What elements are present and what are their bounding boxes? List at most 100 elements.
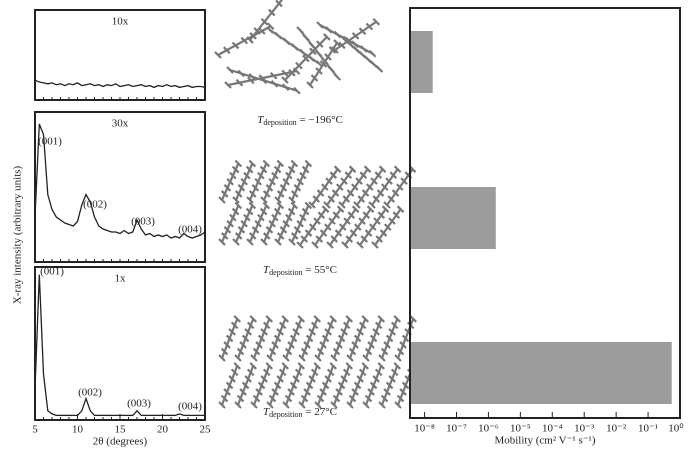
panel-frame (409, 7, 681, 419)
molecule-ring (315, 235, 324, 243)
molecule-ring (381, 205, 390, 213)
molecule-ring (377, 362, 385, 370)
x-tick-label: 10⁰ (668, 423, 684, 435)
molecule-ring (246, 368, 255, 377)
label-part: deposition (269, 268, 302, 277)
molecule-ring (257, 213, 265, 222)
molecule-ring (260, 17, 269, 26)
molecule-ring (250, 401, 258, 409)
molecule-ring (293, 86, 301, 95)
peak-label: (001) (40, 266, 64, 278)
molecule-ring (266, 22, 275, 31)
molecule-ring (303, 388, 311, 396)
molecule-ring (374, 171, 383, 179)
molecule-ring (282, 219, 290, 228)
molecule-ring (251, 184, 260, 192)
molecule-ring (385, 381, 394, 390)
molecule-ring (310, 321, 319, 330)
molecule-ring (314, 49, 323, 58)
molecule-ring (383, 388, 391, 396)
molecule-ring (330, 401, 338, 409)
molecule-ring (323, 33, 331, 41)
molecule-ring (249, 362, 257, 370)
molecule-ring (262, 368, 271, 377)
molecule-ring (358, 217, 366, 225)
molecule-ring (282, 37, 291, 46)
molecule-ring (327, 195, 336, 203)
molecule-ring (336, 183, 344, 191)
molecule-ring (338, 201, 346, 209)
molecule-ring (388, 328, 396, 336)
x-tick-label: 20 (157, 424, 169, 436)
molecule-ring (409, 315, 417, 323)
x-tick-label: 10⁻³ (574, 423, 595, 435)
molecule-ring (321, 381, 330, 390)
molecule-ring (237, 69, 245, 78)
molecule-ring (226, 66, 234, 74)
molecule-ring (300, 347, 309, 356)
molecule-ring (333, 39, 341, 47)
molecule-ring (294, 368, 303, 377)
molecule-ring (332, 211, 341, 219)
molecule-ring (274, 31, 283, 40)
molecule-ring (340, 375, 348, 383)
x-tick-label: 10⁻¹ (638, 423, 658, 435)
molecule-ring (235, 78, 244, 87)
molecule-ring (296, 26, 304, 34)
molecule-ring (316, 189, 325, 197)
molecule-ring (373, 217, 381, 225)
molecule-ring (375, 65, 384, 73)
molecule-ring (346, 189, 355, 197)
molecule-ring (222, 46, 231, 54)
molecule-ring (310, 368, 319, 377)
molecule-ring (316, 40, 324, 48)
molecule-ring (220, 394, 229, 403)
molecule-ring (262, 201, 271, 210)
molecule-ring (365, 22, 374, 31)
molecule-ring (229, 213, 237, 222)
molecule-ring (323, 201, 331, 209)
peak-label: (002) (83, 199, 107, 211)
molecule-ring (384, 223, 392, 231)
molecule-ring (275, 0, 283, 8)
molecule-ring (324, 26, 333, 34)
molecule-ring (233, 315, 241, 323)
molecule-ring (314, 354, 322, 362)
molecule-ring (220, 347, 229, 356)
molecule-ring (328, 46, 337, 54)
molecule-ring (276, 190, 285, 198)
molecule-ring (358, 27, 367, 35)
molecule-ring (300, 394, 309, 403)
molecule-ring (391, 189, 400, 197)
molecule-ring (250, 354, 258, 362)
molecule-ring (396, 347, 405, 356)
molecule-ring (271, 171, 279, 180)
molecule-ring (246, 36, 254, 44)
molecule-ring (284, 394, 293, 403)
molecule-ring (381, 183, 389, 191)
molecule-ring (399, 388, 407, 396)
molecule-ring (372, 195, 381, 203)
molecule-ring (360, 45, 368, 53)
molecule-ring (337, 381, 346, 390)
molecule-ring (326, 368, 335, 377)
molecule-ring (281, 315, 289, 323)
molecule-ring (265, 315, 273, 323)
molecule-ring (345, 362, 353, 370)
molecule-ring (374, 368, 383, 377)
molecule-ring (396, 394, 405, 403)
molecule-ring (228, 375, 236, 383)
molecule-ring (329, 315, 337, 323)
molecule-ring (224, 81, 232, 89)
molecule-ring (262, 190, 271, 198)
x-axis-label: 2θ (degrees) (93, 436, 148, 448)
label-part: deposition (269, 410, 302, 419)
molecule-ring (220, 232, 229, 240)
molecule-ring (309, 223, 317, 231)
molecule-ring (308, 328, 316, 336)
molecule-ring (328, 217, 336, 225)
x-tick-label: 5 (32, 424, 38, 436)
molecule-ring (342, 368, 351, 377)
molecule-ring (234, 354, 242, 362)
molecule-ring (324, 223, 332, 231)
